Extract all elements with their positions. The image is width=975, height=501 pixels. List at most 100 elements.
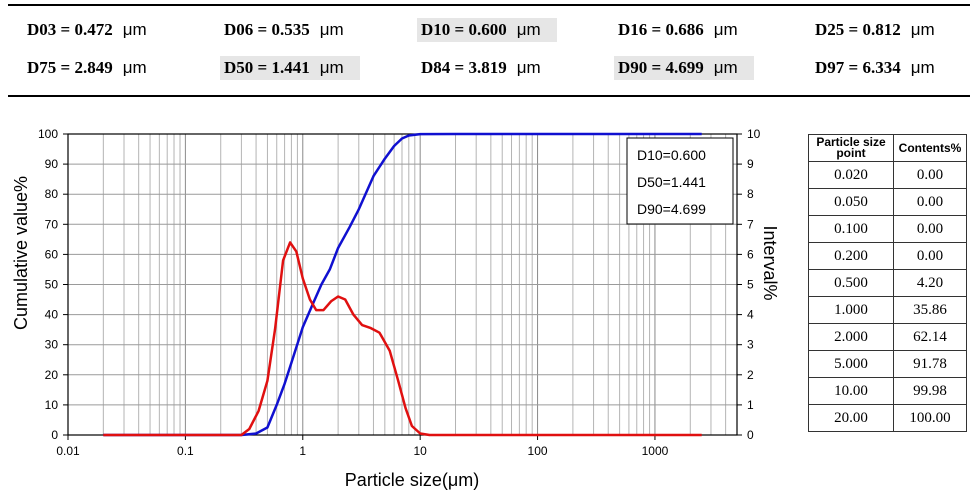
- stats-box-entry: D50=1.441: [637, 174, 706, 190]
- summary-cell: D16 = 0.686 μm: [614, 18, 742, 42]
- particle-size-cell: 1.000: [808, 296, 894, 324]
- summary-bottom-rule: [8, 95, 970, 97]
- x-tick-label: 1: [299, 444, 306, 458]
- cumulative-curve: [103, 132, 702, 437]
- contents-cell: 0.00: [893, 215, 967, 243]
- summary-unit: μm: [910, 58, 935, 77]
- y-left-tick-label: 40: [45, 308, 59, 322]
- x-axis-title: Particle size(μm): [345, 470, 479, 490]
- summary-unit: μm: [516, 58, 541, 77]
- table-row: 10.00 99.98: [808, 377, 967, 405]
- contents-cell: 62.14: [893, 323, 967, 351]
- y-left-tick-label: 10: [45, 398, 59, 412]
- particle-size-cell: 20.00: [808, 404, 894, 432]
- contents-cell: 100.00: [893, 404, 967, 432]
- summary-unit: μm: [319, 20, 344, 39]
- y-right-tick-label: 7: [747, 217, 754, 231]
- table-row: 5.000 91.78: [808, 350, 967, 378]
- y-right-tick-label: 1: [747, 398, 754, 412]
- legend-layer: D10=0.600 D50=1.441 D90=4.699: [626, 137, 734, 225]
- y-right-tick-label: 6: [747, 247, 754, 261]
- summary-value: D75 = 2.849: [27, 58, 113, 77]
- particle-size-cell: 0.050: [808, 188, 894, 216]
- contents-cell: 4.20: [893, 269, 967, 297]
- y-left-tick-label: 20: [45, 368, 59, 382]
- interval-curve: [103, 241, 702, 437]
- summary-unit: μm: [319, 58, 344, 77]
- y-left-tick-label: 50: [45, 278, 59, 292]
- summary-top-rule: [8, 4, 970, 6]
- table-row: 0.100 0.00: [808, 215, 967, 243]
- summary-unit: μm: [122, 20, 147, 39]
- summary-unit: μm: [713, 20, 738, 39]
- y-left-tick-label: 100: [38, 127, 58, 141]
- particle-size-cell: 2.000: [808, 323, 894, 351]
- summary-cell: D10 = 0.600 μm: [417, 18, 557, 42]
- stats-box-entry: D90=4.699: [637, 201, 706, 217]
- summary-cell: D90 = 4.699 μm: [614, 56, 754, 80]
- summary-cell: D84 = 3.819 μm: [417, 56, 545, 80]
- y-left-tick-label: 30: [45, 338, 59, 352]
- header-particle-size-point: Particle size point: [808, 134, 894, 162]
- summary-value: D06 = 0.535: [224, 20, 310, 39]
- x-tick-label: 1000: [642, 444, 669, 458]
- summary-unit: μm: [910, 20, 935, 39]
- particle-size-table: Particle size point Contents% 0.020 0.00 0…: [808, 134, 967, 432]
- header-contents: Contents%: [893, 134, 967, 162]
- summary-cell: D03 = 0.472 μm: [23, 18, 151, 42]
- summary-value: D90 = 4.699: [618, 58, 704, 77]
- y-right-tick-label: 3: [747, 338, 754, 352]
- particle-size-cell: 0.100: [808, 215, 894, 243]
- stats-box-entry: D10=0.600: [637, 147, 706, 163]
- table-row: 1.000 35.86: [808, 296, 967, 324]
- x-tick-label: 10: [413, 444, 427, 458]
- y-right-tick-label: 0: [747, 428, 754, 442]
- summary-value: D03 = 0.472: [27, 20, 113, 39]
- contents-cell: 0.00: [893, 242, 967, 270]
- y-right-tick-label: 5: [747, 278, 754, 292]
- y-axis-left-title: Cumulative value%: [11, 176, 31, 330]
- summary-value: D16 = 0.686: [618, 20, 704, 39]
- table-row: 2.000 62.14: [808, 323, 967, 351]
- table-row: 0.200 0.00: [808, 242, 967, 270]
- table-row: 0.020 0.00: [808, 161, 967, 189]
- particle-size-cell: 0.020: [808, 161, 894, 189]
- summary-cell: D06 = 0.535 μm: [220, 18, 348, 42]
- summary-unit: μm: [122, 58, 147, 77]
- summary-cell: D50 = 1.441 μm: [220, 56, 360, 80]
- y-right-tick-label: 10: [747, 127, 761, 141]
- summary-cell: D75 = 2.849 μm: [23, 56, 151, 80]
- x-tick-label: 0.01: [56, 444, 80, 458]
- contents-cell: 99.98: [893, 377, 967, 405]
- summary-unit: μm: [713, 58, 738, 77]
- y-left-tick-label: 80: [45, 187, 59, 201]
- x-tick-label: 100: [528, 444, 548, 458]
- particle-size-cell: 0.200: [808, 242, 894, 270]
- contents-cell: 0.00: [893, 161, 967, 189]
- contents-cell: 35.86: [893, 296, 967, 324]
- table-row: 0.500 4.20: [808, 269, 967, 297]
- particle-size-cell: 10.00: [808, 377, 894, 405]
- y-left-tick-label: 70: [45, 217, 59, 231]
- particle-size-cell: 0.500: [808, 269, 894, 297]
- summary-value: D97 = 6.334: [815, 58, 901, 77]
- contents-cell: 0.00: [893, 188, 967, 216]
- summary-cell: D97 = 6.334 μm: [811, 56, 939, 80]
- y-right-tick-label: 4: [747, 308, 754, 322]
- y-right-tick-label: 9: [747, 157, 754, 171]
- stats-box: [626, 137, 734, 225]
- y-axis-right-title: Interval%: [760, 225, 780, 300]
- summary-cell: D25 = 0.812 μm: [811, 18, 939, 42]
- y-right-tick-label: 2: [747, 368, 754, 382]
- summary-value: D25 = 0.812: [815, 20, 901, 39]
- x-tick-label: 0.1: [177, 444, 194, 458]
- summary-value: D50 = 1.441: [224, 58, 310, 77]
- y-left-tick-label: 60: [45, 247, 59, 261]
- summary-unit: μm: [516, 20, 541, 39]
- y-right-tick-label: 8: [747, 187, 754, 201]
- series-layer: [103, 132, 702, 437]
- table-row: 20.00 100.00: [808, 404, 967, 432]
- table-header-row: Particle size point Contents%: [808, 134, 967, 162]
